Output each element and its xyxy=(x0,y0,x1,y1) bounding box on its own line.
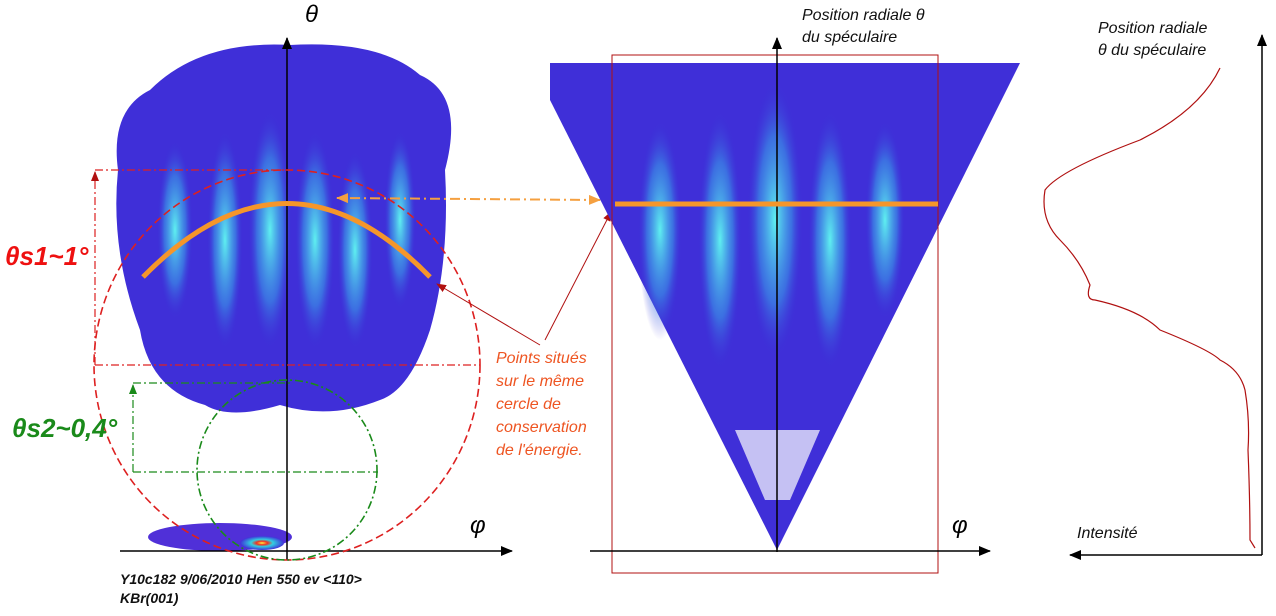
annotation-line: Points situés xyxy=(496,350,587,367)
annotation-line: conservation xyxy=(496,419,587,436)
axis-label: du spéculaire xyxy=(802,29,897,46)
annotation-line: de l'énergie. xyxy=(496,442,583,459)
phi-label: φ xyxy=(470,512,486,539)
red-guides xyxy=(91,169,480,366)
green-guides xyxy=(129,382,378,473)
intensity-label: Intensité xyxy=(1077,525,1138,542)
energy-circle-2 xyxy=(196,379,378,561)
axis-label: θ du spéculaire xyxy=(1098,42,1206,59)
theta-label: θ xyxy=(305,1,318,28)
annotation-line: cercle de xyxy=(496,396,561,413)
axis-label: Position radiale xyxy=(1098,20,1208,37)
selection-box xyxy=(611,54,939,574)
diffraction-streaks xyxy=(638,80,905,370)
caption: KBr(001) xyxy=(120,590,179,606)
theta-s1: θs1~1° xyxy=(5,241,89,271)
specular-spot xyxy=(240,536,284,550)
right-panel: Position radiale θ du spéculaire Intensi… xyxy=(1043,20,1267,560)
phi-label: φ xyxy=(952,512,968,539)
theta-s2: θs2~0,4° xyxy=(12,413,118,443)
middle-panel: Position radiale θ du spéculaire φ xyxy=(550,7,1020,574)
annotation: Points situés sur le même cercle de cons… xyxy=(336,193,612,459)
annotation-line: sur le même xyxy=(496,373,584,390)
left-panel: θ φ θs1~1° θs2~0,4° Y10c182 9/06/2010 He… xyxy=(5,1,513,606)
axis-label: Position radiale θ xyxy=(802,7,925,24)
caption: Y10c182 9/06/2010 Hen 550 ev <110> xyxy=(120,571,362,587)
intensity-profile xyxy=(1043,67,1256,549)
orange-arc xyxy=(141,201,432,279)
